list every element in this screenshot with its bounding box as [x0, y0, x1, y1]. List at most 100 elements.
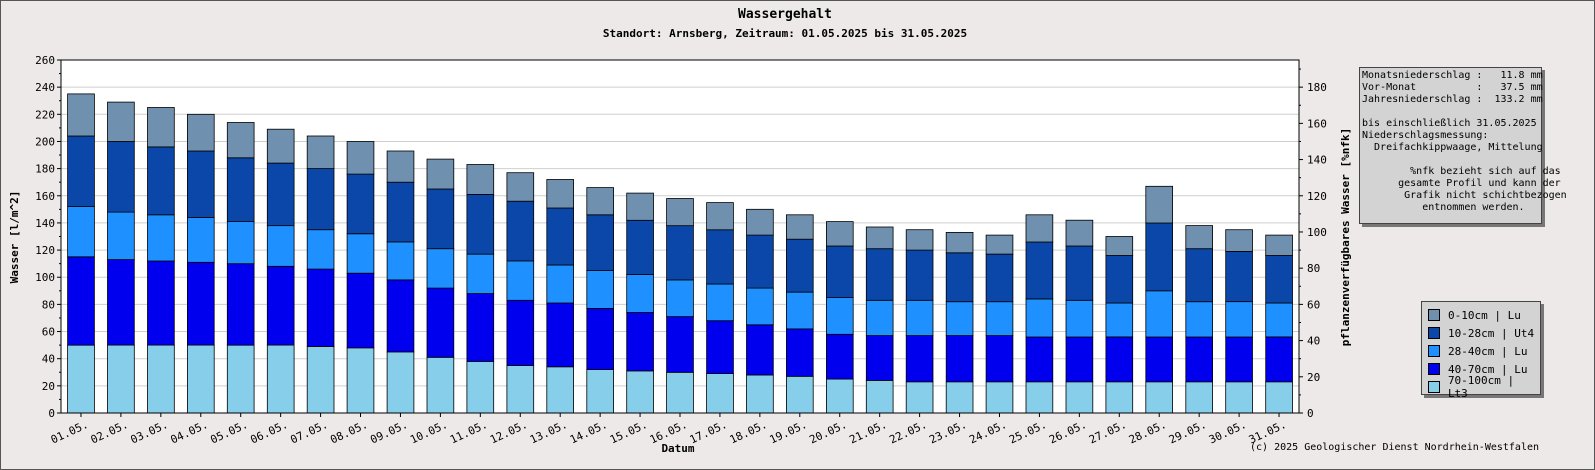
- bar-segment: [506, 172, 535, 202]
- legend-label: 10-28cm | Ut4: [1448, 326, 1535, 340]
- precipitation-info-box: Monatsniederschlag : 11.8 mm Vor-Monat : …: [1359, 67, 1567, 224]
- bar-segment: [107, 259, 135, 346]
- bar-segment: [386, 241, 415, 281]
- bar-segment: [985, 234, 1014, 255]
- y2-tick-label: 0: [1307, 407, 1314, 420]
- info-line: Jahresniederschlag : 133.2 mm: [1362, 94, 1543, 105]
- bar-segment: [67, 135, 95, 207]
- chart-legend: 0-10cm | Lu 10-28cm | Ut4 28-40cm | Lu 40-7…: [1421, 301, 1541, 400]
- x-axis-label: Datum: [661, 442, 694, 455]
- bar-segment: [706, 373, 734, 414]
- bar-segment: [226, 122, 255, 159]
- bar-segment: [905, 335, 934, 383]
- x-tick-label: 22.05.: [887, 418, 929, 447]
- bar-segment: [506, 365, 535, 414]
- bar-segment: [426, 158, 455, 190]
- bar-segment: [186, 261, 215, 346]
- y2-tick-label: 80: [1307, 262, 1320, 275]
- bar-segment: [107, 101, 135, 142]
- bar-segment: [546, 207, 574, 266]
- bar-segment: [826, 297, 854, 335]
- bar-segment: [626, 312, 654, 372]
- bar-segment: [586, 187, 614, 216]
- bar-segment: [67, 93, 95, 137]
- bar-segment: [905, 249, 934, 301]
- legend-label: 0-10cm | Lu: [1448, 308, 1521, 322]
- bar-segment: [1225, 301, 1253, 338]
- info-line: Niederschlagsmessung:: [1362, 130, 1489, 141]
- x-tick-label: 12.05.: [488, 418, 530, 447]
- bar-segment: [546, 366, 574, 414]
- bar-segment: [1105, 381, 1134, 414]
- legend-label: 70-100cm | Lt3: [1447, 374, 1515, 400]
- bar-segment: [107, 141, 135, 213]
- bar-segment: [746, 234, 774, 289]
- bar-segment: [506, 299, 535, 366]
- bar-segment: [1185, 225, 1214, 250]
- legend-swatch: [1428, 345, 1440, 357]
- info-line: Monatsniederschlag : 11.8 mm: [1362, 70, 1543, 81]
- bar-segment: [746, 374, 774, 414]
- info-line: %nfk bezieht sich auf das: [1362, 166, 1561, 177]
- bar-segment: [266, 162, 295, 227]
- x-tick-label: 13.05.: [528, 418, 570, 447]
- info-line: [1362, 154, 1541, 166]
- bar-segment: [865, 248, 894, 301]
- x-tick-label: 21.05.: [847, 418, 889, 447]
- bar-segment: [1025, 381, 1054, 414]
- x-tick-label: 19.05.: [768, 418, 810, 447]
- bar-segment: [466, 293, 495, 362]
- bar-segment: [1225, 336, 1253, 383]
- bar-segment: [386, 150, 415, 183]
- bar-segment: [945, 381, 974, 414]
- bar-segment: [706, 202, 734, 231]
- legend-swatch: [1428, 327, 1440, 339]
- bar-segment: [586, 269, 614, 309]
- bar-segment: [1225, 250, 1253, 302]
- bar-segment: [826, 245, 854, 298]
- info-line: Dreifachkippwaage, Mittelung: [1362, 142, 1543, 153]
- bar-segment: [386, 351, 415, 414]
- bar-segment: [985, 381, 1014, 414]
- bar-segment: [626, 370, 654, 414]
- x-tick-label: 28.05.: [1127, 418, 1169, 447]
- x-tick-label: 08.05.: [328, 418, 370, 447]
- y2-axis-label: pflanzenverfügbares Wasser [%nfk]: [1339, 128, 1352, 347]
- bar-segment: [466, 193, 495, 255]
- legend-swatch: [1428, 363, 1440, 375]
- legend-entry: 0-10cm | Lu: [1422, 306, 1540, 324]
- y-tick-label: 200: [35, 135, 55, 148]
- bar-segment: [826, 333, 854, 380]
- legend-entry: 70-100cm | Lt3: [1422, 374, 1540, 400]
- y-tick-label: 60: [42, 326, 55, 339]
- bar-segment: [1145, 185, 1174, 224]
- info-line: gesamte Profil und kann der: [1362, 178, 1561, 189]
- x-tick-label: 09.05.: [368, 418, 410, 447]
- bar-segment: [147, 260, 175, 346]
- x-tick-label: 20.05.: [807, 418, 849, 447]
- bar-segment: [107, 211, 135, 261]
- bar-segment: [786, 291, 814, 330]
- bar-segment: [985, 301, 1014, 337]
- bar-segment: [905, 229, 934, 251]
- bar-segment: [546, 302, 574, 368]
- bar-segment: [306, 346, 335, 414]
- bar-segment: [1025, 214, 1054, 243]
- legend-label: 40-70cm | Lu: [1448, 362, 1528, 376]
- bar-segment: [1225, 381, 1253, 414]
- x-tick-label: 02.05.: [89, 418, 131, 447]
- bar-segment: [1185, 301, 1214, 338]
- bar-segment: [546, 179, 574, 209]
- bar-segment: [945, 252, 974, 303]
- bar-segment: [466, 360, 495, 414]
- bar-segment: [786, 214, 814, 240]
- bar-segment: [865, 299, 894, 336]
- y-tick-label: 0: [48, 407, 55, 420]
- bar-segment: [945, 335, 974, 383]
- bar-segment: [226, 221, 255, 265]
- bar-segment: [67, 206, 95, 258]
- bar-segment: [67, 344, 95, 414]
- bar-segment: [706, 320, 734, 375]
- bar-segment: [506, 260, 535, 301]
- bar-segment: [1065, 336, 1094, 383]
